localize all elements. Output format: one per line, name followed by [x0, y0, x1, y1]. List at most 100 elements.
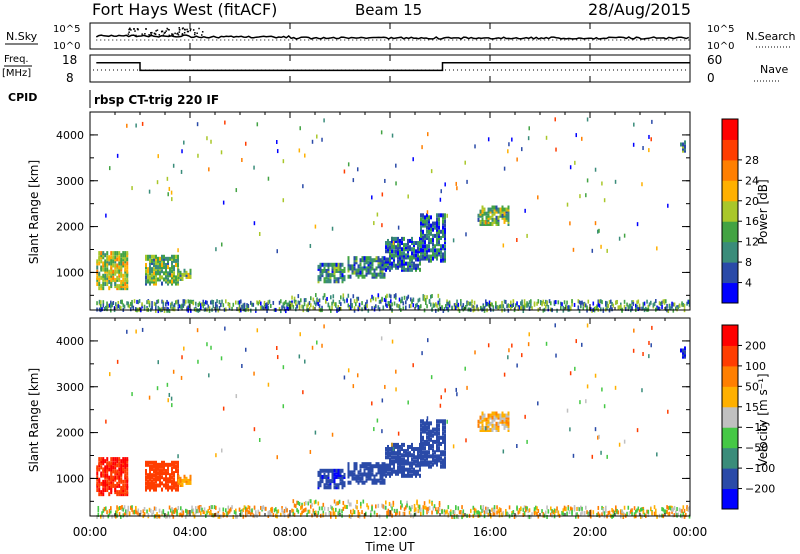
- echo-cell: [227, 505, 230, 510]
- echo-cell: [147, 473, 149, 478]
- echo-cell: [120, 490, 123, 495]
- echo-cell: [387, 301, 390, 306]
- echo-cell: [424, 427, 426, 432]
- echo-cell: [531, 512, 533, 517]
- echo-cell: [110, 277, 113, 282]
- echo-cell: [321, 268, 324, 273]
- freq-tick-bottom: 8: [66, 71, 74, 85]
- echo-cell: [169, 269, 171, 274]
- echo-cell: [428, 423, 430, 428]
- colorbar-tick-label: 12: [745, 236, 759, 249]
- echo-cell: [373, 221, 375, 226]
- echo-cell: [166, 382, 169, 387]
- echo-cell: [617, 305, 620, 310]
- echo-cell: [667, 506, 670, 511]
- echo-cell: [114, 284, 117, 289]
- echo-cell: [100, 284, 103, 289]
- echo-cell: [165, 514, 167, 519]
- echo-cell: [153, 462, 155, 467]
- echo-cell: [111, 302, 113, 307]
- echo-cell: [432, 452, 434, 457]
- echo-cell: [397, 247, 399, 252]
- echo-cell: [577, 305, 580, 310]
- echo-cell: [145, 265, 147, 270]
- echo-cell: [535, 505, 537, 510]
- echo-cell: [653, 505, 656, 510]
- echo-cell: [286, 305, 288, 310]
- echo-cell: [318, 298, 321, 303]
- echo-cell: [632, 142, 635, 147]
- echo-cell: [422, 250, 424, 255]
- echo-cell: [522, 306, 525, 311]
- echo-cell: [276, 509, 278, 514]
- echo-cell: [173, 273, 175, 278]
- nsky-series: [95, 27, 690, 41]
- echo-cell: [363, 262, 366, 267]
- echo-cell: [351, 472, 354, 477]
- echo-cell: [438, 431, 440, 436]
- echo-cell: [426, 229, 428, 234]
- echo-cell: [487, 222, 490, 226]
- echo-cell: [577, 506, 580, 511]
- echo-cell: [426, 416, 429, 421]
- echo-cell: [397, 455, 399, 460]
- echo-cell: [422, 235, 424, 240]
- echo-cell: [181, 478, 184, 483]
- echo-cell: [377, 462, 380, 467]
- echo-cell: [363, 472, 366, 477]
- echo-cell: [399, 253, 401, 258]
- echo-cell: [126, 277, 129, 282]
- echo-cell: [399, 469, 401, 474]
- echo-cell: [363, 468, 366, 473]
- echo-cell: [350, 514, 352, 519]
- echo-cell: [159, 462, 161, 467]
- echo-cell: [161, 256, 163, 261]
- echo-cell: [411, 473, 413, 478]
- echo-cell: [175, 258, 177, 263]
- nave-tick-bottom: 0: [707, 71, 715, 85]
- echo-cell: [155, 302, 157, 307]
- echo-cell: [339, 271, 342, 276]
- echo-cell: [531, 306, 533, 311]
- echo-cell: [114, 485, 117, 490]
- echo-cell: [495, 425, 498, 430]
- echo-cell: [256, 328, 259, 333]
- echo-cell: [350, 502, 352, 507]
- echo-cell: [393, 444, 395, 449]
- echo-cell: [591, 308, 593, 313]
- echo-cell: [373, 510, 376, 515]
- echo-cell: [341, 268, 344, 273]
- echo-cell: [122, 286, 125, 291]
- echo-cell: [442, 427, 444, 432]
- echo-cell: [455, 387, 457, 392]
- echo-cell: [497, 509, 500, 514]
- echo-cell: [569, 221, 571, 226]
- echo-cell: [351, 512, 353, 517]
- echo-cell: [369, 470, 372, 475]
- echo-cell: [96, 471, 99, 476]
- echo-cell: [319, 470, 322, 475]
- echo-cell: [680, 508, 682, 513]
- echo-cell: [555, 509, 557, 514]
- echo-cell: [399, 451, 401, 456]
- echo-cell: [187, 272, 190, 277]
- echo-cell: [387, 449, 389, 454]
- echo-cell: [330, 308, 332, 313]
- echo-cell: [505, 207, 508, 212]
- echo-cell: [411, 257, 413, 262]
- echo-cell: [637, 307, 640, 312]
- echo-cell: [631, 512, 633, 517]
- echo-cell: [159, 273, 161, 278]
- nsky-point: [182, 27, 184, 29]
- echo-cell: [256, 300, 258, 305]
- echo-cell: [165, 469, 167, 474]
- echo-cell: [501, 513, 503, 518]
- echo-cell: [367, 268, 370, 273]
- echo-cell: [407, 249, 409, 254]
- echo-cell: [168, 309, 171, 314]
- echo-cell: [339, 472, 342, 477]
- echo-cell: [253, 165, 255, 170]
- echo-cell: [208, 306, 211, 311]
- echo-cell: [161, 481, 163, 486]
- echo-cell: [444, 450, 446, 455]
